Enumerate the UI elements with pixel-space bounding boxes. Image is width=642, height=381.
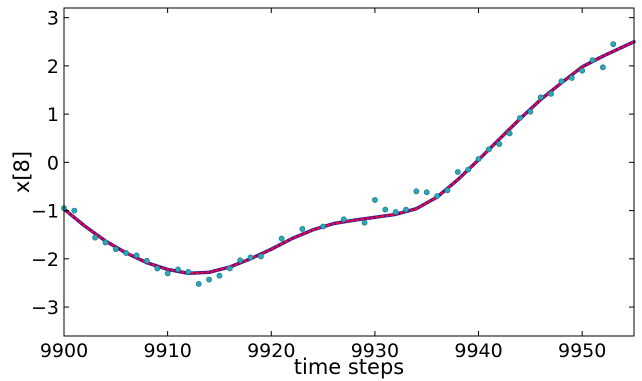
data-point [92, 234, 98, 241]
data-point [548, 90, 554, 97]
data-point [579, 67, 586, 74]
data-point [164, 270, 171, 277]
data-point [589, 57, 596, 63]
y-tick-label: 3 [47, 8, 59, 30]
data-point [133, 252, 140, 259]
data-point [216, 272, 223, 279]
series-layer [61, 40, 636, 287]
x-tick-label: 9950 [558, 340, 606, 362]
data-point [175, 266, 181, 273]
data-point [558, 78, 565, 85]
data-point [185, 268, 192, 275]
data-point [382, 206, 389, 213]
data-point [600, 64, 606, 71]
x-axis: 9900 9910 9920 9930 9940 9950 [40, 8, 606, 362]
y-tick-label: 1 [47, 104, 59, 126]
y-axis-label: x[8] [10, 151, 34, 193]
x-tick-label: 9900 [40, 340, 88, 362]
data-point [568, 75, 575, 81]
y-tick-label: 2 [47, 56, 59, 78]
dotted-series-line [62, 40, 636, 275]
y-tick-label: −1 [31, 201, 59, 223]
x-axis-label: time steps [294, 355, 405, 379]
data-point [102, 239, 109, 246]
data-point [320, 223, 326, 230]
plot-frame [63, 7, 635, 337]
data-point [423, 189, 430, 196]
data-point [226, 265, 233, 272]
x-tick-label: 9940 [454, 340, 502, 362]
data-point [517, 115, 523, 121]
data-point [527, 108, 534, 115]
data-point [123, 250, 130, 256]
plot-background [64, 8, 634, 336]
x-tick-label: 9920 [247, 340, 295, 362]
data-point [112, 246, 119, 253]
data-point [610, 41, 617, 48]
data-point [444, 187, 451, 194]
data-point [465, 166, 472, 173]
data-point [71, 207, 78, 214]
data-point [154, 265, 161, 272]
data-point [361, 219, 368, 226]
data-point [403, 206, 409, 213]
y-tick-label: −3 [31, 297, 59, 319]
data-point [278, 235, 285, 242]
data-point [475, 156, 482, 162]
data-point [144, 257, 150, 264]
y-axis: −3 −2 −1 0 1 2 3 [31, 8, 634, 319]
data-point [372, 197, 378, 203]
data-point [434, 193, 440, 200]
data-point [392, 209, 399, 215]
x-tick-label: 9930 [351, 340, 399, 362]
data-point [247, 254, 254, 261]
data-point [237, 257, 244, 264]
data-point [496, 141, 503, 147]
data-point [486, 146, 492, 153]
data-point [206, 276, 212, 283]
data-point [340, 216, 347, 223]
data-point [195, 281, 202, 287]
data-point [299, 226, 306, 232]
data-point [454, 169, 461, 175]
data-point [258, 253, 264, 260]
y-tick-label: 0 [47, 152, 59, 174]
y-tick-label: −2 [31, 249, 59, 271]
data-point [506, 130, 513, 137]
data-point [413, 188, 420, 195]
data-point [537, 94, 544, 101]
x-tick-label: 9910 [143, 340, 191, 362]
